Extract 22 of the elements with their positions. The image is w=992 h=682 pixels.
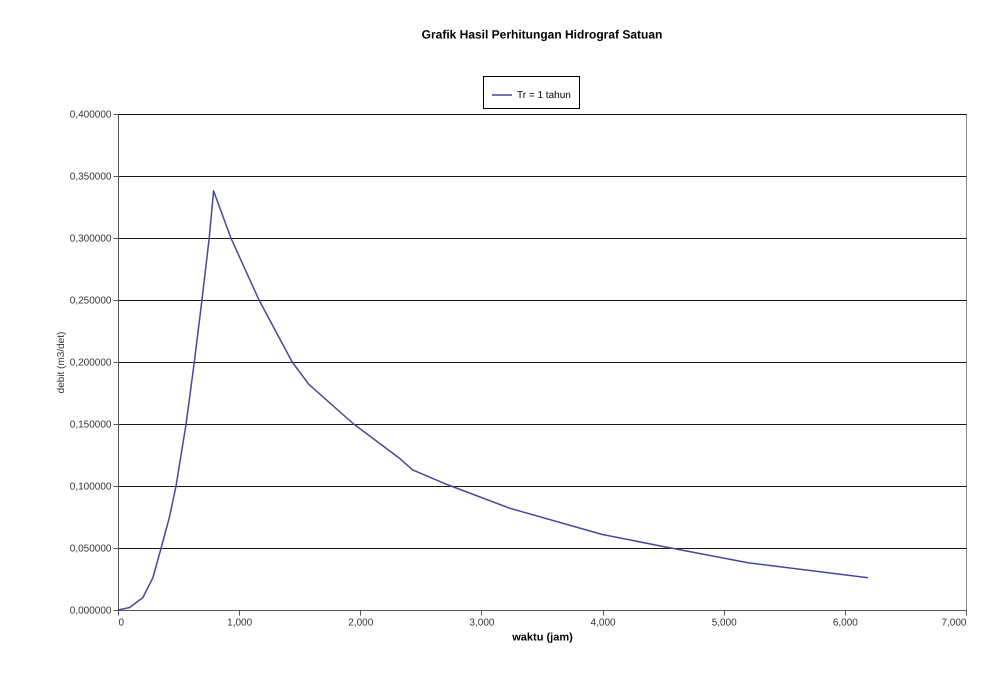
x-tick-label: 7,000 xyxy=(941,618,967,628)
y-tick-label: 0,200000 xyxy=(70,358,112,368)
x-axis-title: waktu (jam) xyxy=(511,632,574,644)
x-tick-label: 6,000 xyxy=(832,618,858,628)
y-tick-label: 0,300000 xyxy=(70,234,112,244)
x-tick-label: 3,000 xyxy=(469,618,495,628)
chart-title: Grafik Hasil Perhitungan Hidrograf Satuan xyxy=(422,28,662,42)
x-tick-label: 0 xyxy=(118,618,124,628)
x-tick-label: 2,000 xyxy=(348,618,374,628)
x-tick-label: 1,000 xyxy=(227,618,253,628)
y-tick-label: 0,100000 xyxy=(70,482,112,492)
y-axis-title: debit (m3/det) xyxy=(56,332,67,394)
y-tick-label: 0,050000 xyxy=(70,544,112,554)
y-tick-label: 0,250000 xyxy=(70,296,112,306)
y-tick-label: 0,000000 xyxy=(70,606,112,616)
x-tick-label: 5,000 xyxy=(712,618,738,628)
x-tick-label: 4,000 xyxy=(590,618,616,628)
line-series xyxy=(117,190,869,611)
y-tick-label: 0,350000 xyxy=(70,172,112,182)
legend-label: Tr = 1 tahun xyxy=(517,90,571,101)
y-tick-label: 0,150000 xyxy=(70,420,112,430)
y-tick-label: 0,400000 xyxy=(70,110,112,120)
